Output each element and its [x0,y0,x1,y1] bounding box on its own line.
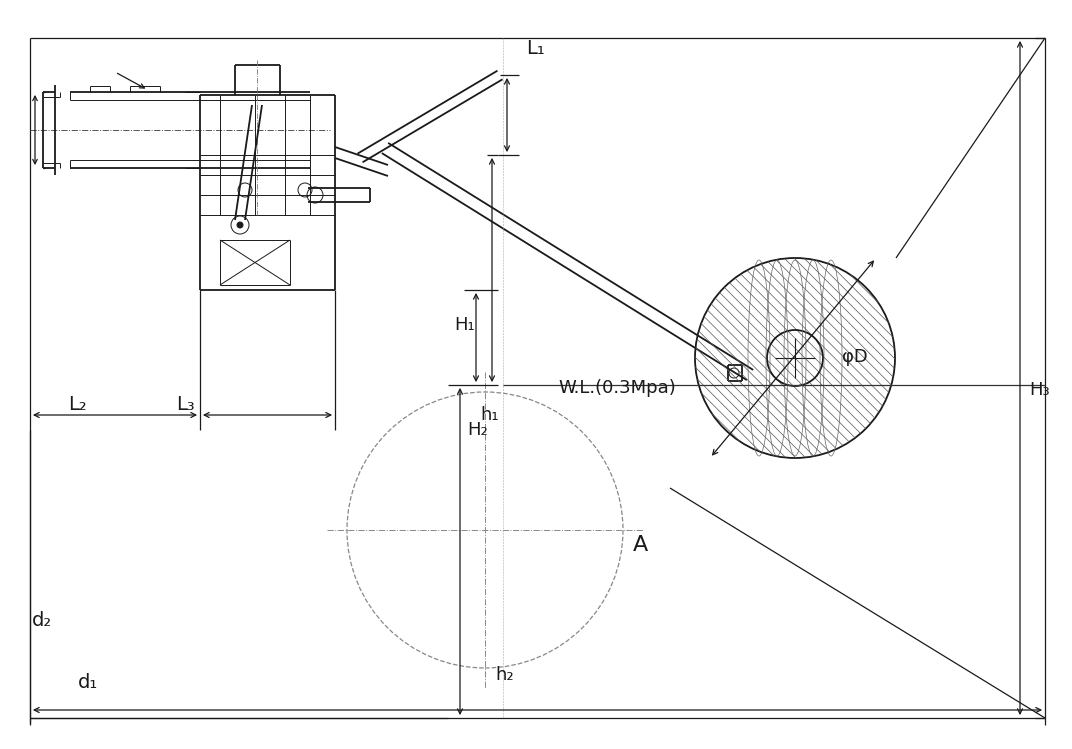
Text: W.L.(0.3Mpa): W.L.(0.3Mpa) [559,379,675,397]
Text: L₃: L₃ [176,395,194,414]
Text: A: A [632,535,647,555]
Text: h₁: h₁ [480,406,500,424]
Circle shape [237,222,243,228]
Text: d₁: d₁ [78,673,99,693]
Text: L₂: L₂ [69,395,88,414]
Text: H₂: H₂ [467,421,489,439]
Text: d₂: d₂ [32,610,53,629]
Text: φD: φD [843,348,868,366]
Text: L₁: L₁ [526,38,546,58]
Text: h₂: h₂ [495,666,515,684]
Text: H₁: H₁ [455,316,475,334]
Text: H₃: H₃ [1030,381,1051,399]
